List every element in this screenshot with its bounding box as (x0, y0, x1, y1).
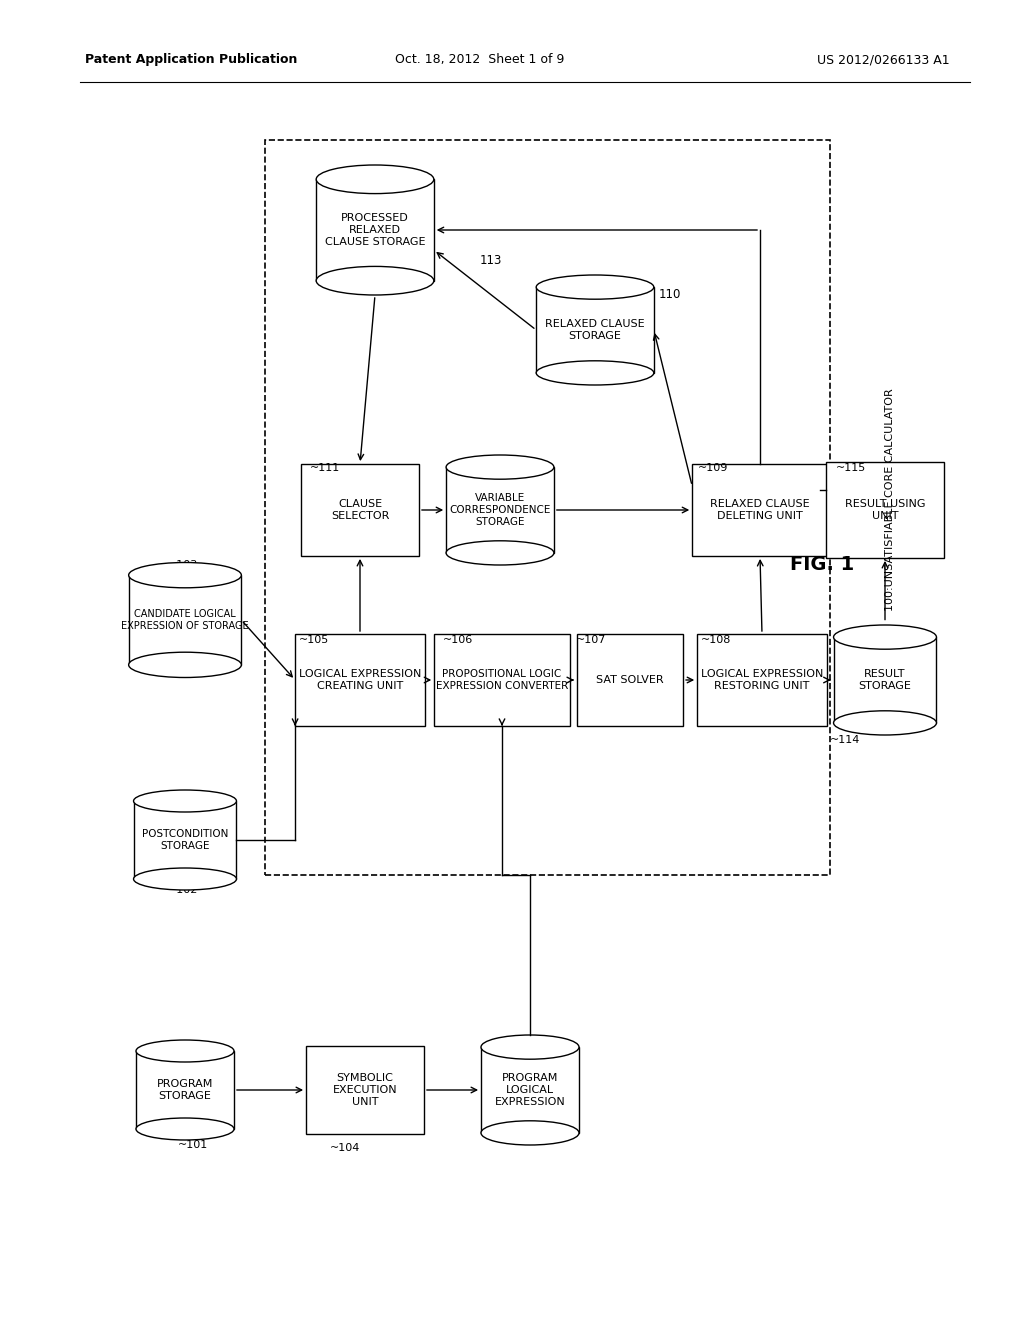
Text: ~107: ~107 (575, 635, 606, 645)
Bar (692, 465, 827, 556)
Ellipse shape (133, 789, 237, 812)
Text: ~106: ~106 (443, 635, 473, 645)
Bar (434, 634, 569, 726)
Text: FIG. 1: FIG. 1 (790, 556, 854, 574)
Ellipse shape (834, 710, 937, 735)
Ellipse shape (316, 267, 434, 294)
Ellipse shape (834, 624, 937, 649)
Text: 113: 113 (480, 253, 503, 267)
Text: RESULT
STORAGE: RESULT STORAGE (858, 669, 911, 692)
Text: ~101: ~101 (178, 1140, 208, 1150)
Text: PROCESSED
RELAXED
CLAUSE STORAGE: PROCESSED RELAXED CLAUSE STORAGE (325, 213, 425, 247)
Text: ~104: ~104 (330, 1143, 360, 1152)
Text: POSTCONDITION
STORAGE: POSTCONDITION STORAGE (141, 829, 228, 851)
Text: CANDIDATE LOGICAL
EXPRESSION OF STORAGE: CANDIDATE LOGICAL EXPRESSION OF STORAGE (121, 609, 249, 631)
Text: SAT SOLVER: SAT SOLVER (596, 675, 664, 685)
Text: SYMBOLIC
EXECUTION
UNIT: SYMBOLIC EXECUTION UNIT (333, 1073, 397, 1107)
Text: ~115: ~115 (836, 463, 866, 473)
Text: ~102: ~102 (168, 884, 199, 895)
Bar (316, 180, 434, 281)
Text: RELAXED CLAUSE
STORAGE: RELAXED CLAUSE STORAGE (545, 319, 645, 341)
Bar (577, 634, 683, 726)
Text: RELAXED CLAUSE
DELETING UNIT: RELAXED CLAUSE DELETING UNIT (711, 499, 810, 521)
Text: LOGICAL EXPRESSION
CREATING UNIT: LOGICAL EXPRESSION CREATING UNIT (299, 669, 421, 692)
Bar (826, 462, 944, 558)
Ellipse shape (133, 869, 237, 890)
Text: LOGICAL EXPRESSION
RESTORING UNIT: LOGICAL EXPRESSION RESTORING UNIT (700, 669, 823, 692)
Bar (301, 465, 419, 556)
Bar (265, 140, 830, 875)
Bar (537, 286, 653, 372)
Text: Oct. 18, 2012  Sheet 1 of 9: Oct. 18, 2012 Sheet 1 of 9 (395, 54, 564, 66)
Bar (136, 1051, 234, 1129)
Text: ~103: ~103 (168, 560, 199, 570)
Bar (834, 638, 937, 723)
Bar (295, 634, 425, 726)
Ellipse shape (129, 562, 242, 587)
Text: ~114: ~114 (830, 735, 860, 744)
Bar (697, 634, 827, 726)
Text: ~108: ~108 (701, 635, 731, 645)
Ellipse shape (537, 360, 653, 385)
Bar (481, 1047, 579, 1133)
Text: 110: 110 (659, 289, 681, 301)
Text: ~105: ~105 (299, 635, 330, 645)
Ellipse shape (446, 455, 554, 479)
Ellipse shape (481, 1035, 579, 1059)
Bar (133, 801, 237, 879)
Ellipse shape (446, 541, 554, 565)
Text: PROGRAM
LOGICAL
EXPRESSION: PROGRAM LOGICAL EXPRESSION (495, 1073, 565, 1107)
Text: PROPOSITIONAL LOGIC
EXPRESSION CONVERTER: PROPOSITIONAL LOGIC EXPRESSION CONVERTER (436, 669, 568, 692)
Text: ~109: ~109 (698, 463, 728, 473)
Ellipse shape (129, 652, 242, 677)
Bar (129, 576, 242, 665)
Text: RESULT USING
UNIT: RESULT USING UNIT (845, 499, 926, 521)
Text: ~111: ~111 (310, 463, 340, 473)
Ellipse shape (481, 1121, 579, 1144)
Text: 100:UNSATISFIABLE CORE CALCULATOR: 100:UNSATISFIABLE CORE CALCULATOR (885, 388, 895, 611)
Text: ~112: ~112 (449, 463, 478, 473)
Bar (446, 467, 554, 553)
Ellipse shape (136, 1040, 234, 1063)
Bar (306, 1045, 424, 1134)
Ellipse shape (537, 275, 653, 300)
Text: Patent Application Publication: Patent Application Publication (85, 54, 297, 66)
Text: CLAUSE
SELECTOR: CLAUSE SELECTOR (331, 499, 389, 521)
Text: US 2012/0266133 A1: US 2012/0266133 A1 (817, 54, 950, 66)
Ellipse shape (316, 165, 434, 194)
Text: VARIABLE
CORRESPONDENCE
STORAGE: VARIABLE CORRESPONDENCE STORAGE (450, 492, 551, 528)
Ellipse shape (136, 1118, 234, 1140)
Text: PROGRAM
STORAGE: PROGRAM STORAGE (157, 1078, 213, 1101)
